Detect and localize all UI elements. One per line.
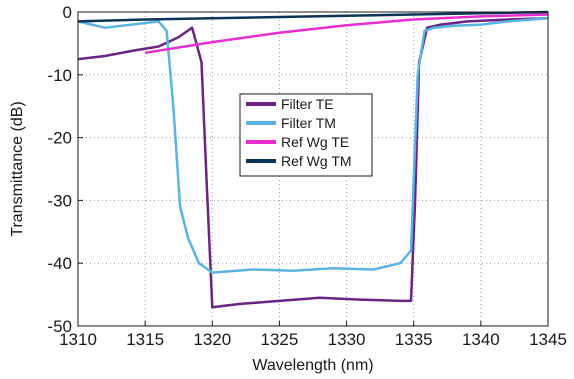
ticks: 1310 1315 1320 1325 1330 1335 1340 1345 0 -10 -20 -… xyxy=(47,3,566,349)
y-axis-title: Transmittance (dB) xyxy=(9,101,26,236)
legend-label: Ref Wg TM xyxy=(281,153,352,169)
x-tick-label: 1345 xyxy=(529,330,567,349)
x-tick-label: 1310 xyxy=(59,330,97,349)
plot-frame xyxy=(77,11,549,327)
x-tick-label: 1325 xyxy=(261,330,299,349)
series-line-4 xyxy=(77,10,549,23)
x-tick-label: 1320 xyxy=(193,330,231,349)
y-tick-label: -10 xyxy=(47,66,72,85)
y-tick-label: -50 xyxy=(47,317,72,336)
y-tick-label: -40 xyxy=(47,254,72,273)
x-tick-label: 1335 xyxy=(395,330,433,349)
legend: Filter TE Filter TM Ref Wg TE Ref Wg TM xyxy=(239,93,373,177)
series-line-2 xyxy=(77,17,549,274)
y-tick-label: 0 xyxy=(63,3,72,22)
y-tick-label: -30 xyxy=(47,191,72,210)
legend-label: Filter TE xyxy=(281,96,334,112)
legend-label: Ref Wg TE xyxy=(281,134,349,150)
x-axis-title: Wavelength (nm) xyxy=(252,357,373,374)
x-tick-label: 1340 xyxy=(462,330,500,349)
legend-label: Filter TM xyxy=(281,115,336,131)
x-tick-label: 1315 xyxy=(126,330,164,349)
series-lines xyxy=(77,10,549,309)
x-tick-label: 1330 xyxy=(328,330,366,349)
y-tick-label: -20 xyxy=(47,129,72,148)
series-line-3 xyxy=(144,13,549,55)
